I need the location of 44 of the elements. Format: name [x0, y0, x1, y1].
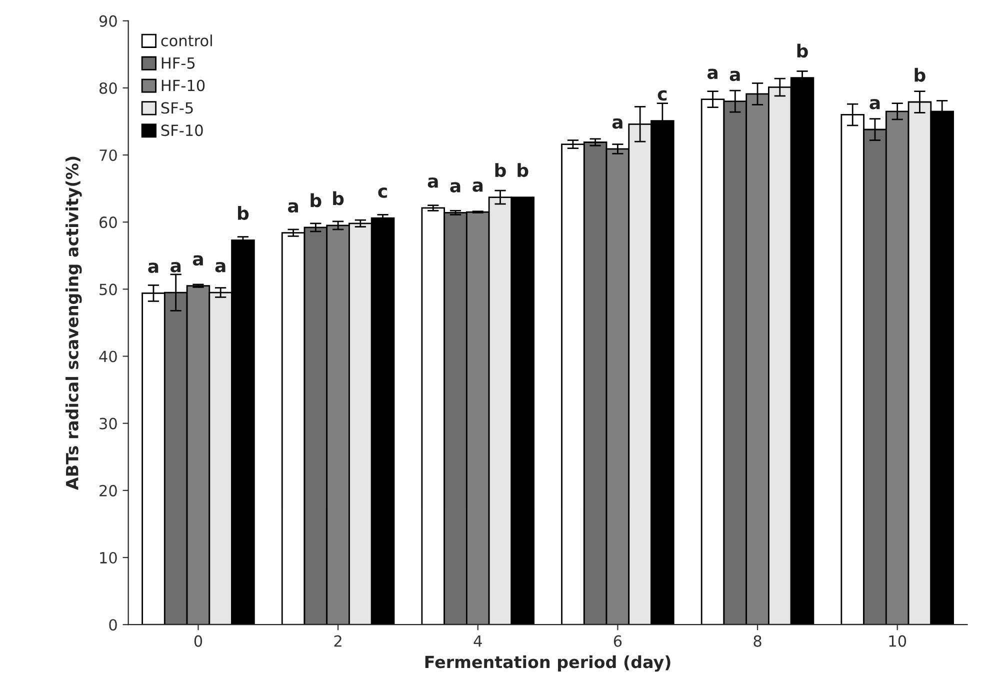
- data-label: c: [378, 188, 387, 198]
- data-label: a: [730, 70, 740, 82]
- y-tick-label: 50: [100, 284, 117, 296]
- data-label: a: [612, 118, 622, 129]
- data-label: b: [797, 44, 808, 58]
- y-tick-label: 30: [100, 418, 117, 430]
- data-label: c: [658, 90, 667, 101]
- data-label: a: [428, 177, 438, 188]
- data-label: a: [870, 98, 880, 110]
- data-label: b: [310, 193, 322, 208]
- data-label: a: [148, 262, 158, 274]
- y-tick-label: 90: [99, 15, 117, 27]
- data-label: b: [333, 191, 344, 206]
- y-tick-label: 40: [99, 350, 117, 362]
- data-label: b: [495, 163, 506, 178]
- data-label: a: [472, 181, 483, 192]
- data-label: b: [518, 163, 528, 178]
- x-tick-label: 10: [889, 635, 906, 647]
- y-tick-label: 20: [100, 484, 117, 496]
- legend-label: SF-10: [161, 124, 203, 136]
- y-tick-label: 0: [109, 619, 117, 631]
- y-tick-label: 10: [100, 552, 117, 564]
- x-axis-title: Fermentation period (day): [425, 655, 670, 672]
- data-label: a: [170, 262, 181, 272]
- legend-label: HF-10: [162, 80, 205, 92]
- data-label: a: [288, 202, 298, 213]
- legend-label: SF-5: [161, 102, 193, 114]
- x-tick-label: 0: [194, 635, 202, 647]
- legend-label: control: [161, 34, 212, 46]
- data-label: a: [707, 68, 718, 80]
- data-label: a: [450, 182, 460, 193]
- data-label: b: [914, 68, 926, 82]
- data-label: a: [192, 255, 203, 266]
- data-label: a: [215, 262, 226, 272]
- x-tick-label: 2: [334, 635, 342, 647]
- x-tick-label: 6: [614, 635, 622, 647]
- y-tick-label: 60: [100, 216, 117, 228]
- x-tick-label: 8: [754, 635, 762, 647]
- y-tick-label: 70: [100, 149, 117, 162]
- x-tick-label: 4: [474, 635, 482, 647]
- y-tick-label: 80: [99, 82, 117, 94]
- y-axis-title: ABTs radical scavenging activity(%): [66, 156, 82, 490]
- data-label: b: [238, 206, 249, 220]
- legend-label: HF-5: [162, 57, 195, 69]
